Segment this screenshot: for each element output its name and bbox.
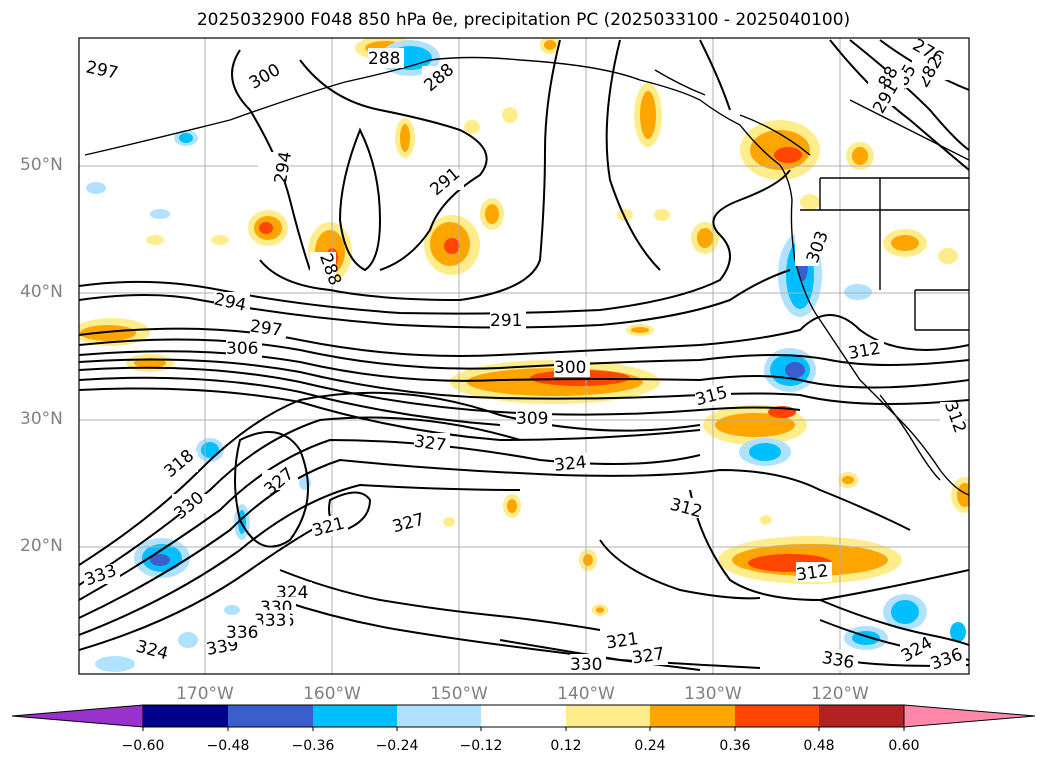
colorbar-tick: −0.60 [121,738,165,754]
gridlines [79,38,969,674]
precip-positive-areas [79,38,969,616]
lon-label-150w: 150°W [430,684,488,704]
lat-label-40n: 40°N [20,282,63,302]
lon-label-160w: 160°W [303,684,361,704]
colorbar [11,704,1036,731]
colorbar-tick: 0.12 [550,738,582,754]
svg-text:333: 333 [254,611,286,631]
svg-text:327: 327 [413,432,448,456]
colorbar-tick: −0.12 [459,738,503,754]
svg-text:306: 306 [226,339,258,359]
svg-text:336: 336 [226,623,258,643]
svg-text:300: 300 [554,358,586,378]
lon-label-170w: 170°W [176,684,234,704]
svg-text:288: 288 [368,49,400,69]
colorbar-tick: 0.24 [634,738,666,754]
colorbar-tick: 0.36 [719,738,751,754]
lat-label-50n: 50°N [20,155,63,175]
lat-label-30n: 30°N [20,409,63,429]
svg-text:291: 291 [490,311,522,331]
lon-label-140w: 140°W [557,684,615,704]
colorbar-tick: −0.24 [375,738,419,754]
svg-text:312: 312 [795,561,830,585]
map-title: 2025032900 F048 850 hPa θe, precipitatio… [196,10,851,30]
colorbar-tick: −0.36 [291,738,335,754]
lon-label-120w: 120°W [811,684,869,704]
svg-text:327: 327 [631,644,666,668]
svg-text:297: 297 [249,317,284,341]
svg-text:309: 309 [516,409,548,429]
colorbar-tick: 0.60 [888,738,920,754]
theta-e-contours [79,39,969,671]
colorbar-tick: 0.48 [803,738,835,754]
map-frame [78,37,970,675]
colorbar-tick: −0.48 [206,738,250,754]
lon-label-130w: 130°W [684,684,742,704]
lat-label-20n: 20°N [20,536,63,556]
svg-text:330: 330 [570,655,602,675]
svg-text:324: 324 [553,453,587,476]
